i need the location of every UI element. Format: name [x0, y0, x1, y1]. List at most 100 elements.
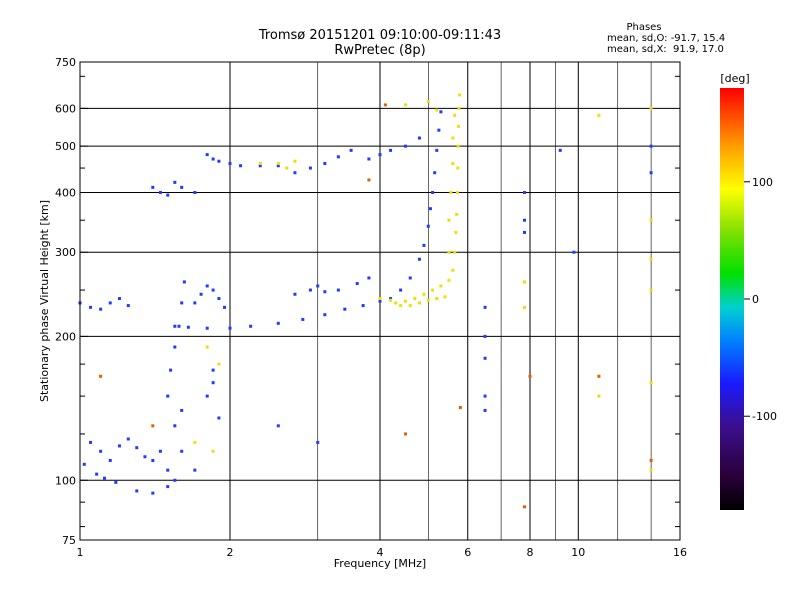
- data-point-O: [95, 472, 99, 476]
- grid-lines: [80, 62, 680, 540]
- data-point-O: [180, 408, 184, 412]
- y-tick-label: 300: [55, 246, 76, 259]
- data-point-O: [431, 190, 435, 194]
- data-point-O: [228, 326, 232, 330]
- phase-stats-label: Phases: [626, 22, 662, 33]
- colorbar-tick-label: 100: [752, 176, 773, 189]
- data-point-O: [378, 153, 382, 157]
- data-point-X: [457, 106, 461, 110]
- data-points: [78, 93, 653, 509]
- data-point-O: [217, 159, 221, 163]
- data-point-O: [211, 381, 215, 385]
- data-point-X: [205, 345, 209, 349]
- data-point-O: [135, 446, 139, 450]
- data-point-X: [422, 292, 426, 296]
- data-point-O: [151, 491, 155, 495]
- data-point-X: [413, 297, 417, 301]
- data-point-O: [182, 280, 186, 284]
- data-point-X: [454, 230, 458, 234]
- data-point-O: [293, 292, 297, 296]
- colorbar-ticks: 100 0 -100: [744, 176, 777, 423]
- data-point-other: [458, 405, 462, 409]
- y-tick-label: 750: [55, 56, 76, 69]
- data-point-X: [456, 166, 460, 170]
- data-point-X: [276, 161, 280, 165]
- data-point-O: [228, 161, 232, 165]
- data-point-O: [417, 257, 421, 261]
- data-point-O: [276, 424, 280, 428]
- x-tick-label: 2: [227, 546, 234, 559]
- data-point-O: [367, 157, 371, 161]
- data-point-X: [649, 288, 653, 292]
- data-point-O: [439, 110, 443, 114]
- data-point-O: [180, 301, 184, 305]
- data-point-O: [205, 394, 209, 398]
- data-point-other: [383, 103, 387, 107]
- data-point-X: [456, 144, 460, 148]
- colorbar-tick-label: -100: [752, 410, 777, 423]
- data-point-X: [193, 440, 197, 444]
- data-point-other: [367, 178, 371, 182]
- y-tick-label: 75: [62, 534, 76, 547]
- y-tick-label: 100: [55, 474, 76, 487]
- data-point-other: [597, 374, 601, 378]
- chart-subtitle: RwPretec (8p): [334, 43, 426, 58]
- data-point-other: [151, 424, 155, 428]
- x-tick-label: 1: [77, 546, 84, 559]
- data-point-O: [126, 304, 130, 308]
- data-point-O: [103, 476, 107, 480]
- data-point-O: [323, 290, 327, 294]
- data-point-O: [355, 282, 359, 286]
- data-point-O: [378, 299, 382, 303]
- data-point-X: [649, 381, 653, 385]
- data-point-X: [389, 298, 393, 302]
- data-point-other: [403, 432, 407, 436]
- data-point-O: [217, 416, 221, 420]
- phase-stats-o: mean, sd,O: -91.7, 15.4: [607, 33, 726, 44]
- data-point-X: [449, 190, 453, 194]
- data-point-O: [389, 297, 393, 301]
- data-point-O: [135, 489, 139, 493]
- data-point-O: [276, 321, 280, 325]
- data-point-O: [211, 368, 215, 372]
- data-point-X: [211, 449, 215, 453]
- data-point-O: [211, 288, 215, 292]
- data-point-O: [173, 424, 177, 428]
- data-point-O: [173, 478, 177, 482]
- data-point-O: [166, 394, 170, 398]
- data-point-O: [558, 148, 562, 152]
- data-point-X: [458, 93, 462, 97]
- data-point-O: [199, 292, 203, 296]
- data-point-X: [217, 362, 221, 366]
- data-point-X: [649, 106, 653, 110]
- data-point-O: [166, 468, 170, 472]
- data-point-X: [399, 304, 403, 308]
- data-point-X: [447, 250, 451, 254]
- data-point-O: [143, 455, 147, 459]
- data-point-O: [239, 164, 243, 168]
- data-point-O: [426, 224, 430, 228]
- data-point-O: [173, 324, 177, 328]
- data-point-O: [649, 171, 653, 175]
- data-point-X: [649, 257, 653, 261]
- data-point-O: [205, 326, 209, 330]
- data-point-X: [394, 301, 398, 305]
- data-point-O: [408, 276, 412, 280]
- data-point-O: [428, 207, 432, 211]
- phase-stats-x: mean, sd,X: 91.9, 17.0: [607, 44, 724, 55]
- data-point-O: [173, 345, 177, 349]
- data-point-X: [597, 394, 601, 398]
- data-point-O: [158, 190, 162, 194]
- data-point-X: [523, 305, 527, 309]
- data-point-O: [205, 153, 209, 157]
- data-point-O: [523, 190, 527, 194]
- data-point-X: [258, 161, 262, 165]
- chart-title: Tromsø 20151201 09:10:00-09:11:43: [258, 28, 502, 43]
- data-point-X: [443, 295, 447, 299]
- data-point-O: [151, 185, 155, 189]
- data-point-O: [336, 155, 340, 159]
- data-point-O: [180, 449, 184, 453]
- data-point-O: [336, 288, 340, 292]
- y-axis-label: Stationary phase Virtual Height [km]: [38, 200, 51, 402]
- data-point-O: [89, 305, 93, 309]
